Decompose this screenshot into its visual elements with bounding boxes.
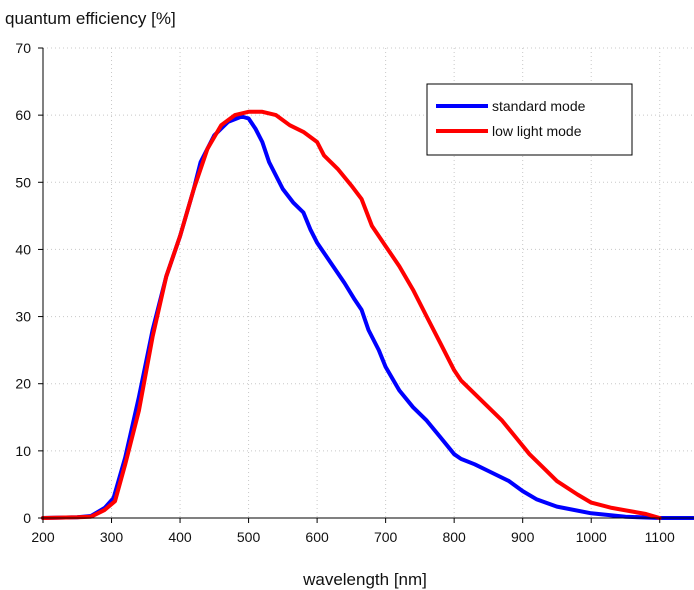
- x-tick-label: 700: [374, 529, 398, 545]
- legend-box: [426, 83, 633, 156]
- x-tick-label: 1100: [645, 529, 675, 545]
- x-axis-title: wavelength [nm]: [302, 570, 427, 589]
- x-tick-label: 1000: [576, 529, 607, 545]
- series-line-low-light-mode: [41, 109, 662, 520]
- ticks: 200 300 400 500 600 700 800 900 1000 1100 0 10 20 30 4…: [15, 40, 675, 545]
- x-tick-label: 200: [31, 529, 55, 545]
- y-axis-title: quantum efficiency [%]: [5, 9, 176, 28]
- y-tick-label: 40: [15, 241, 31, 257]
- x-tick-label: 300: [100, 529, 124, 545]
- grid: [43, 47, 694, 518]
- x-tick-label: 800: [442, 529, 466, 545]
- legend: standard mode low light mode: [426, 83, 633, 156]
- x-tick-label: 500: [237, 529, 261, 545]
- y-tick-label: 60: [15, 107, 31, 123]
- x-tick-label: 400: [168, 529, 192, 545]
- legend-label-standard: standard mode: [492, 98, 586, 114]
- y-tick-label: 50: [15, 174, 31, 190]
- series-line-standard-mode: [41, 114, 694, 520]
- x-tick-label: 600: [305, 529, 329, 545]
- y-tick-label: 70: [15, 40, 31, 56]
- axes: [42, 48, 694, 519]
- y-tick-label: 10: [15, 443, 31, 459]
- legend-label-lowlight: low light mode: [492, 123, 582, 139]
- y-tick-label: 30: [15, 309, 31, 325]
- series-layer: [41, 109, 694, 520]
- y-tick-label: 20: [15, 376, 31, 392]
- x-tick-label: 900: [511, 529, 535, 545]
- y-tick-label: 0: [23, 510, 31, 526]
